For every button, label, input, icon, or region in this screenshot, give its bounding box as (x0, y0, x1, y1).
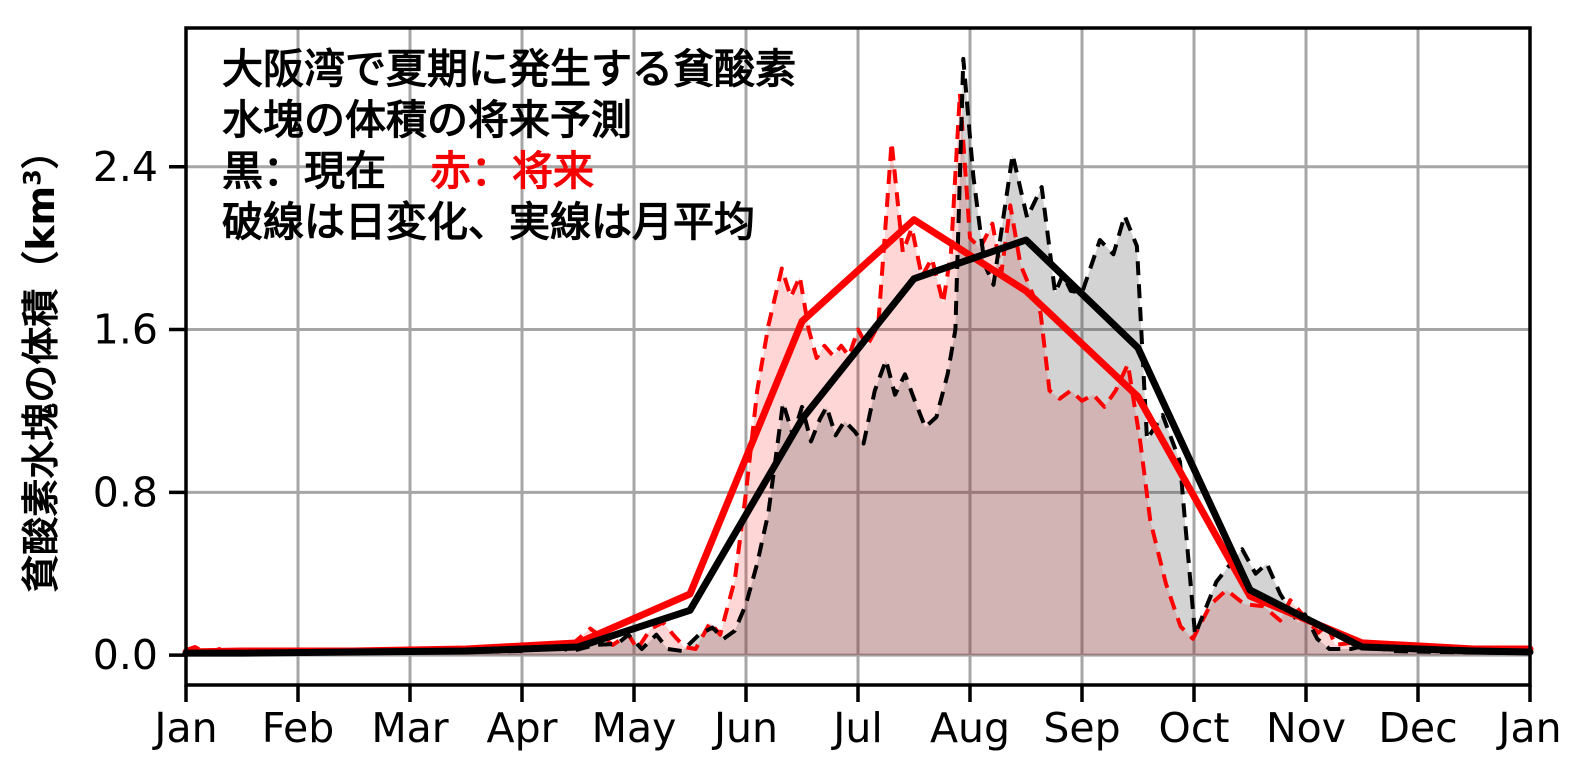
annotation-line-2: 水塊の体積の将来予測 (222, 96, 632, 144)
annotation-line-4: 破線は日変化、実線は月平均 (222, 198, 755, 246)
series-line-current-daily (186, 56, 1531, 656)
y-axis-label-superscript: 3 (18, 169, 47, 186)
x-tick-label-3-Apr: Apr (487, 704, 558, 752)
series-line-future-daily (185, 91, 1530, 656)
annotation-line-3: 黒：現在 赤：将来 (222, 146, 796, 197)
x-tick-label-1-Feb: Feb (262, 704, 335, 752)
y-tick-label-0.8: 0.8 (93, 468, 158, 516)
annotation-legend-future: 赤：将来 (430, 147, 594, 195)
x-tick-label-10-Nov: Nov (1266, 704, 1346, 752)
x-tick-label-2-Mar: Mar (371, 704, 448, 752)
y-axis-label-text: 貧酸素水塊の体積（km (19, 185, 63, 593)
x-tick-label-11-Dec: Dec (1378, 704, 1457, 752)
annotation-line-1: 大阪湾で夏期に発生する貧酸素 (222, 45, 796, 93)
x-tick-label-4-May: May (592, 704, 677, 752)
x-tick-label-8-Sep: Sep (1043, 704, 1120, 752)
x-tick-label-7-Aug: Aug (930, 704, 1010, 752)
y-tick-label-0.0: 0.0 (93, 631, 158, 679)
y-tick-label-1.6: 1.6 (93, 306, 158, 354)
area-fills-group (186, 58, 1530, 656)
x-tick-label-5-Jun: Jun (711, 704, 778, 752)
data-lines-group (182, 56, 1534, 657)
series-line-current-monthly (182, 236, 1534, 657)
tick-labels-group: Jan Feb Mar Apr May Jun Jul Aug Sep Oct Nov Dec Jan 0… (93, 143, 1562, 752)
area-fill-future-daily (186, 93, 1530, 656)
area-fill-current-daily (186, 58, 1530, 656)
annotation-legend-current: 黒：現在 (222, 147, 386, 195)
x-tick-label-9-Oct: Oct (1159, 704, 1230, 752)
y-axis-label: 貧酸素水塊の体積（km3） (10, 62, 63, 662)
annotation-text-block: 大阪湾で夏期に発生する貧酸素 水塊の体積の将来予測 黒：現在 赤：将来 破線は日変… (222, 44, 796, 248)
x-tick-label-0-Jan: Jan (151, 704, 217, 752)
x-tick-label-12-Jan: Jan (1495, 704, 1561, 752)
x-tick-label-6-Jul: Jul (830, 704, 882, 752)
y-tick-label-2.4: 2.4 (93, 143, 158, 191)
axes-group (169, 26, 1532, 702)
y-axis-label-close: ） (19, 131, 63, 170)
